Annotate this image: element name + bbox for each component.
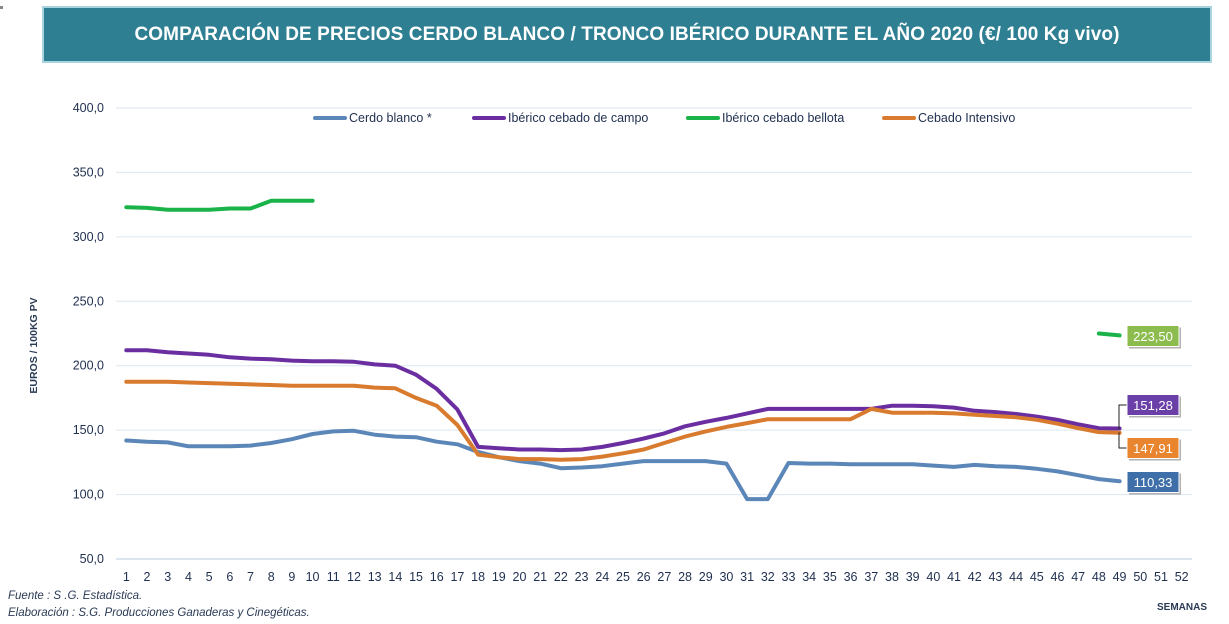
- x-tick-label: 52: [1175, 570, 1189, 584]
- legend-label: Ibérico cebado de campo: [508, 111, 648, 125]
- x-tick-label: 4: [185, 570, 192, 584]
- x-tick-label: 30: [719, 570, 733, 584]
- x-tick-label: 32: [761, 570, 775, 584]
- x-tick-label: 13: [368, 570, 382, 584]
- x-tick-label: 50: [1133, 570, 1147, 584]
- x-tick-label: 5: [206, 570, 213, 584]
- x-tick-label: 23: [575, 570, 589, 584]
- x-tick-label: 11: [327, 570, 340, 584]
- x-tick-label: 47: [1071, 570, 1085, 584]
- x-tick-label: 40: [926, 570, 940, 584]
- y-tick-label: 350,0: [73, 165, 104, 179]
- x-tick-label: 21: [533, 570, 547, 584]
- x-tick-label: 24: [595, 570, 609, 584]
- x-tick-label: 25: [616, 570, 630, 584]
- x-tick-label: 14: [388, 570, 402, 584]
- footer-source: Fuente : S .G. Estadística.: [8, 590, 143, 602]
- title-banner: COMPARACIÓN DE PRECIOS CERDO BLANCO / TR…: [42, 6, 1212, 63]
- end-value-label: 147,91: [1133, 441, 1173, 456]
- x-tick-label: 29: [699, 570, 713, 584]
- y-axis-title: EUROS / 100KG PV: [28, 297, 40, 393]
- x-tick-label: 43: [988, 570, 1002, 584]
- x-tick-label: 42: [968, 570, 982, 584]
- y-tick-label: 150,0: [73, 423, 104, 437]
- chart-title: COMPARACIÓN DE PRECIOS CERDO BLANCO / TR…: [134, 23, 1120, 45]
- series-line-0: [124, 428, 1122, 502]
- y-tick-label: 300,0: [73, 230, 104, 244]
- end-value-label: 110,33: [1134, 475, 1173, 490]
- end-value-box: [1126, 437, 1180, 459]
- x-tick-label: 16: [430, 570, 444, 584]
- end-value-label: 151,28: [1133, 398, 1173, 413]
- x-tick-label: 7: [247, 570, 254, 584]
- corner-mark: [0, 6, 3, 9]
- x-tick-label: 28: [678, 570, 692, 584]
- end-value-box: [1126, 325, 1180, 347]
- y-tick-label: 50,0: [80, 552, 104, 566]
- series-line-2: [1096, 331, 1122, 338]
- x-tick-label: 46: [1051, 570, 1065, 584]
- callout-connector: [1118, 404, 1127, 429]
- x-tick-label: 22: [554, 570, 568, 584]
- x-tick-label: 27: [657, 570, 671, 584]
- x-tick-label: 6: [226, 570, 233, 584]
- x-tick-label: 37: [864, 570, 878, 584]
- x-tick-label: 15: [409, 570, 423, 584]
- series-line-1: [124, 348, 1122, 453]
- x-tick-label: 31: [740, 570, 754, 584]
- x-tick-label: 17: [450, 570, 464, 584]
- series-line-2: [124, 198, 315, 212]
- legend-label: Ibérico cebado bellota: [722, 111, 844, 125]
- x-tick-label: 8: [268, 570, 275, 584]
- x-tick-label: 51: [1154, 570, 1168, 584]
- y-tick-label: 100,0: [73, 488, 104, 502]
- x-tick-label: 36: [844, 570, 858, 584]
- x-tick-label: 26: [637, 570, 651, 584]
- x-tick-label: 35: [823, 570, 837, 584]
- x-tick-label: 45: [1030, 570, 1044, 584]
- series-line-3: [124, 379, 1122, 462]
- footer-elaboration: Elaboración : S.G. Producciones Ganadera…: [8, 607, 310, 619]
- callout-connector: [1118, 432, 1127, 449]
- x-tick-label: 9: [288, 570, 295, 584]
- y-tick-label: 200,0: [73, 359, 104, 373]
- y-tick-label: 250,0: [73, 294, 104, 308]
- legend-label: Cebado Intensivo: [918, 111, 1015, 125]
- y-tick-label: 400,0: [73, 101, 104, 115]
- end-value-box: [1126, 394, 1180, 416]
- x-axis-title: SEMANAS: [1156, 602, 1207, 613]
- x-tick-label: 2: [144, 570, 151, 584]
- x-tick-label: 44: [1009, 570, 1023, 584]
- x-tick-label: 38: [885, 570, 899, 584]
- x-tick-label: 19: [492, 570, 506, 584]
- x-tick-label: 49: [1113, 570, 1127, 584]
- x-tick-label: 10: [306, 570, 320, 584]
- end-value-box: [1126, 471, 1180, 493]
- legend-label: Cerdo blanco *: [349, 111, 432, 125]
- x-tick-label: 20: [513, 570, 527, 584]
- x-tick-label: 33: [782, 570, 796, 584]
- x-tick-label: 41: [947, 570, 961, 584]
- x-tick-label: 1: [123, 570, 130, 584]
- x-tick-label: 18: [471, 570, 485, 584]
- x-tick-label: 39: [906, 570, 920, 584]
- x-tick-label: 48: [1092, 570, 1106, 584]
- x-tick-label: 12: [347, 570, 361, 584]
- x-tick-label: 3: [164, 570, 171, 584]
- x-tick-label: 34: [802, 570, 816, 584]
- end-value-label: 223,50: [1133, 329, 1173, 344]
